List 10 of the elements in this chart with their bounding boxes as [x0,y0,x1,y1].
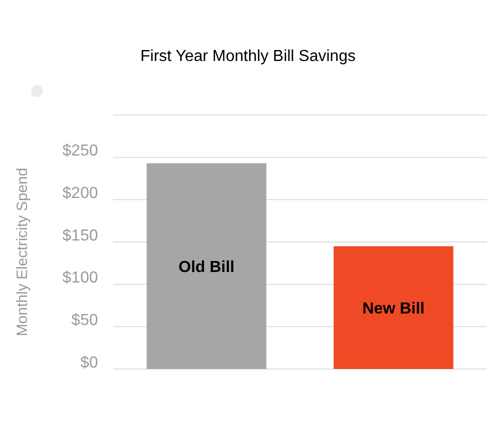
y-tick-label: $50 [71,312,98,330]
chart-title: First Year Monthly Bill Savings [140,48,356,65]
y-tick-label: $200 [62,185,98,202]
y-tick-label: $250 [62,142,98,160]
y-tick-label: $100 [62,270,98,287]
y-axis-title: Monthly Electricity Spend [14,168,31,336]
y-tick-label: $0 [80,354,98,372]
x-tick-label: Old Bill [178,259,234,276]
y-tick-label: $150 [62,227,98,244]
x-tick-label: New Bill [362,300,425,318]
